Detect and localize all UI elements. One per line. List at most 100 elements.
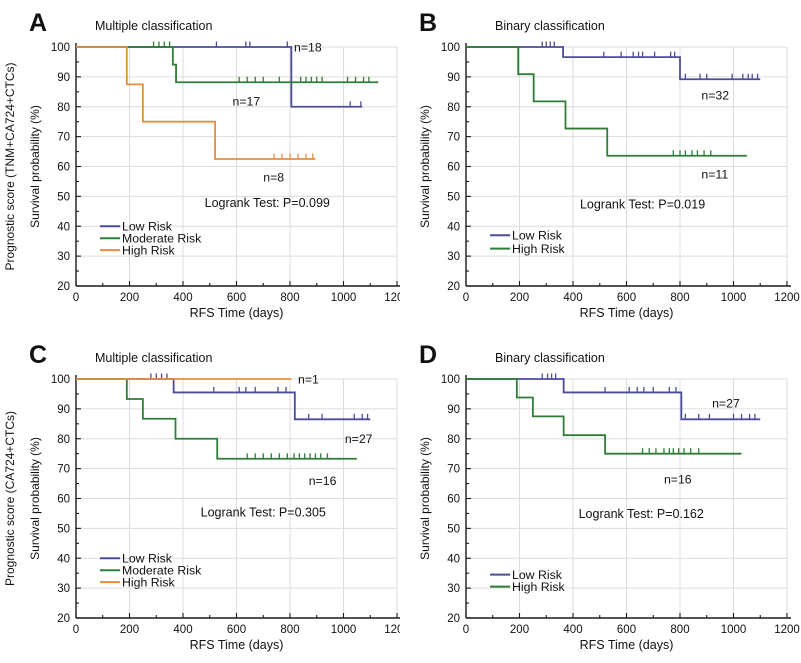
annotation-n-1: n=1	[298, 372, 319, 386]
panel-letter: B	[419, 9, 437, 37]
y-tick-label: 30	[447, 251, 460, 263]
y-tick-label: 30	[447, 583, 460, 595]
x-tick-label: 200	[120, 624, 139, 636]
x-tick-label: 400	[173, 624, 192, 636]
axes	[75, 43, 400, 287]
y-axis-label: Survival probability (%)	[28, 437, 42, 560]
y-tick-label: 30	[57, 251, 70, 263]
x-tick-label: 200	[510, 292, 529, 304]
series-moderate-risk-curve	[76, 378, 357, 460]
y-tick-label: 50	[447, 523, 460, 535]
y-tick-label: 50	[447, 191, 460, 203]
y-tick-label: 40	[447, 553, 460, 565]
gridlines	[466, 46, 788, 286]
y-axis-label: Survival probability (%)	[418, 105, 432, 228]
annotation-n-16: n=16	[309, 474, 337, 488]
x-axis-label: RFS Time (days)	[190, 638, 284, 652]
y-tick-label: 80	[57, 102, 70, 114]
y-tick-label: 80	[447, 102, 460, 114]
x-tick-label: 800	[670, 624, 689, 636]
logrank-label: Logrank Test: P=0.162	[579, 507, 704, 521]
legend-label-low-risk: Low Risk	[512, 568, 563, 582]
x-tick-label: 400	[173, 292, 192, 304]
legend-label-low-risk: Low Risk	[122, 551, 173, 565]
y-tick-label: 70	[447, 132, 460, 144]
legend-label-low-risk: Low Risk	[512, 228, 563, 242]
series-moderate-risk-censor-marks	[152, 41, 370, 83]
x-tick-label: 800	[280, 292, 299, 304]
annotation-n-8: n=8	[263, 170, 284, 184]
y-tick-label: 80	[447, 434, 460, 446]
series-high-risk-censor-marks	[672, 150, 712, 156]
y-tick-label: 50	[57, 523, 70, 535]
y-tick-label: 90	[447, 404, 460, 416]
annotation-n-11: n=11	[701, 167, 728, 181]
series-moderate-risk-curve	[76, 46, 379, 84]
y-tick-label: 50	[57, 191, 70, 203]
y-tick-label: 30	[57, 583, 70, 595]
logrank-label: Logrank Test: P=0.099	[205, 196, 330, 210]
y-tick-label: 20	[447, 613, 460, 625]
x-tick-label: 200	[120, 292, 139, 304]
annotation-n-17: n=17	[232, 94, 260, 108]
logrank-label: Logrank Test: P=0.019	[580, 197, 705, 211]
y-tick-label: 100	[441, 374, 460, 386]
legend-label-high-risk: High Risk	[512, 580, 565, 594]
x-tick-label: 0	[73, 624, 79, 636]
x-tick-label: 1200	[774, 292, 800, 304]
x-tick-label: 1000	[721, 624, 747, 636]
panel-letter: A	[29, 9, 47, 37]
y-tick-label: 100	[441, 42, 460, 54]
x-axis-label: RFS Time (days)	[190, 306, 284, 320]
legend-label-moderate-risk: Moderate Risk	[122, 231, 202, 245]
series-high-risk-censor-marks	[273, 153, 314, 160]
panel-title: Binary classification	[495, 351, 605, 365]
x-axis-label: RFS Time (days)	[580, 638, 674, 652]
x-tick-label: 600	[227, 292, 246, 304]
y-tick-label: 90	[57, 404, 70, 416]
axes	[465, 43, 791, 287]
axis-ticks	[465, 378, 788, 619]
y-tick-label: 60	[57, 162, 70, 174]
annotation-n-32: n=32	[701, 88, 729, 102]
annotation-n-27: n=27	[712, 396, 740, 410]
axis-ticks	[75, 46, 398, 287]
y-tick-label: 40	[57, 553, 70, 565]
panel-title: Multiple classification	[95, 351, 212, 365]
y-tick-label: 90	[447, 72, 460, 84]
gridlines	[76, 46, 398, 286]
y-tick-label: 60	[57, 494, 70, 506]
x-tick-label: 600	[617, 292, 636, 304]
panel-title: Multiple classification	[95, 19, 212, 33]
legend-label-moderate-risk: Moderate Risk	[122, 563, 202, 577]
panel-a-chart: 2030405060708090100020040060080010001200…	[3, 9, 400, 320]
x-tick-label: 0	[73, 292, 79, 304]
panel-letter: D	[419, 341, 437, 369]
y-tick-label: 60	[447, 494, 460, 506]
x-tick-label: 1000	[331, 292, 357, 304]
x-tick-label: 800	[670, 292, 689, 304]
y-tick-label: 100	[51, 42, 70, 54]
x-tick-label: 800	[280, 624, 299, 636]
y-tick-label: 40	[57, 221, 70, 233]
legend-label-high-risk: High Risk	[512, 242, 565, 256]
legend-label-high-risk: High Risk	[122, 575, 175, 589]
axis-ticks	[465, 46, 788, 287]
y-tick-label: 70	[57, 464, 70, 476]
annotation-n-27: n=27	[345, 432, 373, 446]
y-axis-outer-label: Prognostic score (CA724+CTCs)	[3, 411, 17, 586]
y-tick-label: 70	[447, 464, 460, 476]
y-tick-label: 90	[57, 72, 70, 84]
annotation-n-18: n=18	[294, 40, 322, 54]
logrank-label: Logrank Test: P=0.305	[201, 505, 326, 519]
series-low-risk-censor-marks	[541, 373, 756, 420]
y-tick-label: 20	[447, 281, 460, 293]
x-tick-label: 200	[510, 624, 529, 636]
y-tick-label: 60	[447, 162, 460, 174]
x-tick-label: 600	[227, 624, 246, 636]
x-tick-label: 1000	[331, 624, 357, 636]
